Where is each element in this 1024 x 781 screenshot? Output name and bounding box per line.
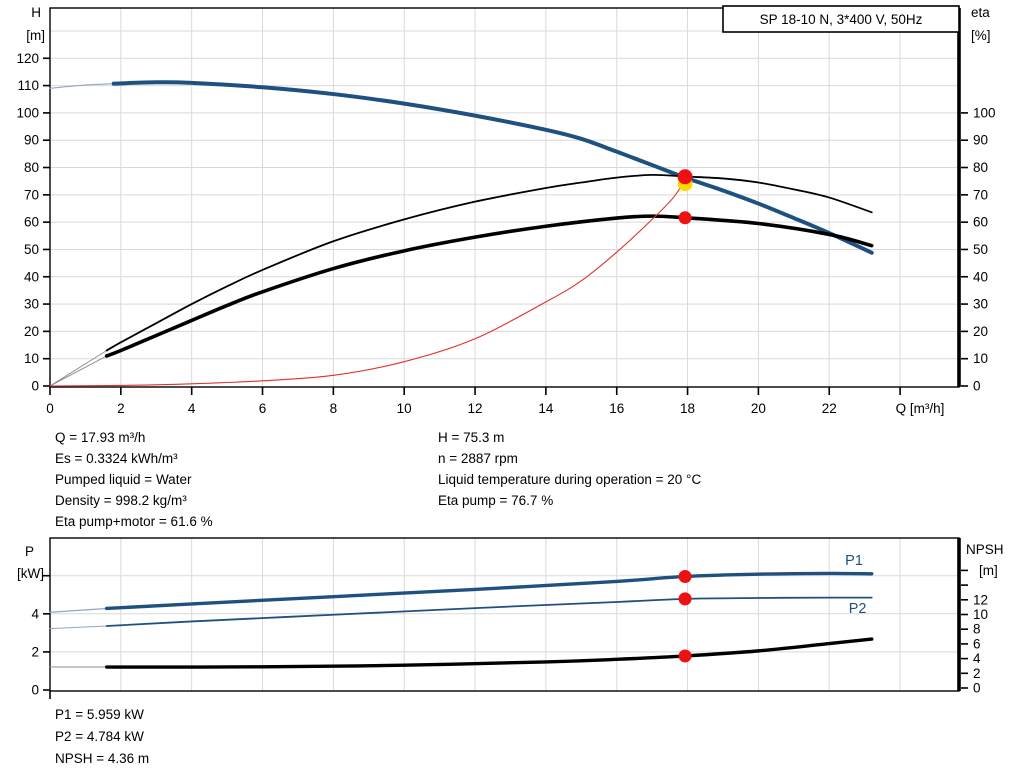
marker-eta-pump-motor-point	[678, 211, 692, 225]
tick-label: 18	[680, 401, 695, 416]
series-eta-pump-motor-curve-leadin	[49, 355, 108, 387]
info-line: Liquid temperature during operation = 20…	[438, 472, 702, 487]
tick-label: 110	[17, 78, 39, 93]
marker-p2-point	[678, 592, 692, 606]
tick-label: 20	[973, 324, 988, 339]
series-head-curve	[111, 80, 874, 255]
tick-label: 2	[973, 666, 981, 681]
tick-label: 0	[31, 683, 39, 698]
tick-label: 10	[24, 351, 39, 366]
chart-title: SP 18-10 N, 3*400 V, 50Hz	[760, 12, 923, 27]
x-axis-title: Q [m³/h]	[896, 401, 945, 416]
tick-label: 0	[973, 681, 981, 696]
p1-curve-label: P1	[845, 553, 863, 569]
tick-label: 10	[973, 351, 988, 366]
tick-label: 120	[16, 51, 39, 66]
power-info-block: P1 = 5.959 kW P2 = 4.784 kW NPSH = 4.36 m	[55, 704, 149, 770]
info-line: NPSH = 4.36 m	[55, 751, 150, 766]
tick-label: 40	[973, 269, 988, 284]
tick-label: 14	[538, 401, 554, 416]
tick-label: 2	[31, 644, 39, 659]
tick-label: 30	[24, 297, 39, 312]
duty-info-right: H = 75.3 m n = 2887 rpm Liquid temperature…	[438, 427, 701, 511]
info-line: P1 = 5.959 kW	[55, 707, 144, 722]
tick-label: 10	[397, 401, 412, 416]
info-line: Q = 17.93 m³/h	[55, 430, 146, 445]
tick-label: 0	[46, 401, 54, 416]
series-head-curve-leadin	[49, 83, 115, 89]
right-axis-title: eta	[971, 5, 990, 20]
tick-label: 0	[31, 379, 39, 394]
tick-label: 16	[609, 401, 624, 416]
tick-label: 8	[973, 622, 981, 637]
right-axis-unit: [%]	[971, 28, 991, 43]
right-axis-title: NPSH	[966, 542, 1004, 557]
tick-label: 30	[973, 297, 988, 312]
duty-info-left: Q = 17.93 m³/h Es = 0.3324 kWh/m³ Pumped l…	[55, 427, 213, 532]
tick-label: 90	[24, 133, 39, 148]
tick-label: 100	[973, 105, 996, 120]
series-system-curve	[49, 178, 686, 387]
tick-label: 12	[973, 592, 988, 607]
info-line: Pumped liquid = Water	[55, 472, 192, 487]
tick-label: 60	[973, 215, 988, 230]
marker-npsh-point	[678, 649, 692, 663]
tick-label: 80	[973, 160, 988, 175]
series-eta-pump-curve-leadin	[49, 350, 108, 387]
marker-duty-point-actual	[677, 169, 693, 185]
series-npsh-curve	[104, 637, 874, 669]
tick-label: 0	[973, 379, 981, 394]
head-eta-chart: 0102030405060708090100110120010203040506…	[16, 5, 996, 416]
series-p1-curve-leadin	[49, 607, 108, 613]
tick-label: 100	[16, 105, 39, 120]
info-line: Es = 0.3324 kWh/m³	[55, 451, 178, 466]
left-axis-unit: [kW]	[17, 566, 44, 581]
left-axis-unit: [m]	[26, 28, 45, 43]
tick-label: 70	[973, 187, 988, 202]
series-p1-curve	[104, 571, 874, 611]
tick-label: 12	[468, 401, 483, 416]
marker-p1-point	[678, 569, 692, 583]
tick-label: 10	[973, 607, 988, 622]
tick-label: 8	[330, 401, 338, 416]
tick-label: 90	[973, 133, 988, 148]
series-eta-pump-motor-curve	[104, 214, 874, 358]
tick-label: 22	[822, 401, 837, 416]
tick-label: 50	[973, 242, 988, 257]
right-axis-unit: [m]	[979, 563, 998, 578]
tick-label: 6	[259, 401, 267, 416]
info-line: Eta pump+motor = 61.6 %	[55, 514, 213, 529]
series-p2-curve	[105, 596, 873, 627]
info-line: Density = 998.2 kg/m³	[55, 493, 187, 508]
series-p2-curve-leadin	[49, 625, 108, 630]
info-line: n = 2887 rpm	[438, 451, 518, 466]
tick-label: 60	[24, 215, 39, 230]
left-axis-title: P	[25, 544, 34, 559]
tick-label: 20	[751, 401, 766, 416]
info-line: Eta pump = 76.7 %	[438, 493, 554, 508]
title-box	[722, 5, 960, 33]
tick-label: 4	[31, 606, 39, 621]
tick-label: 2	[117, 401, 125, 416]
tick-label: 50	[24, 242, 39, 257]
tick-label: 70	[24, 187, 39, 202]
tick-label: 40	[24, 269, 39, 284]
left-axis-title: H	[31, 5, 41, 20]
tick-label: 4	[188, 401, 196, 416]
plot-border	[49, 7, 960, 388]
info-line: P2 = 4.784 kW	[55, 729, 144, 744]
tick-label: 20	[24, 324, 39, 339]
info-line: H = 75.3 m	[438, 430, 505, 445]
p2-curve-label: P2	[849, 601, 867, 617]
series-eta-pump-curve	[105, 173, 873, 352]
tick-label: 80	[24, 160, 39, 175]
tick-label: 4	[973, 651, 981, 666]
tick-label: 6	[973, 636, 981, 651]
